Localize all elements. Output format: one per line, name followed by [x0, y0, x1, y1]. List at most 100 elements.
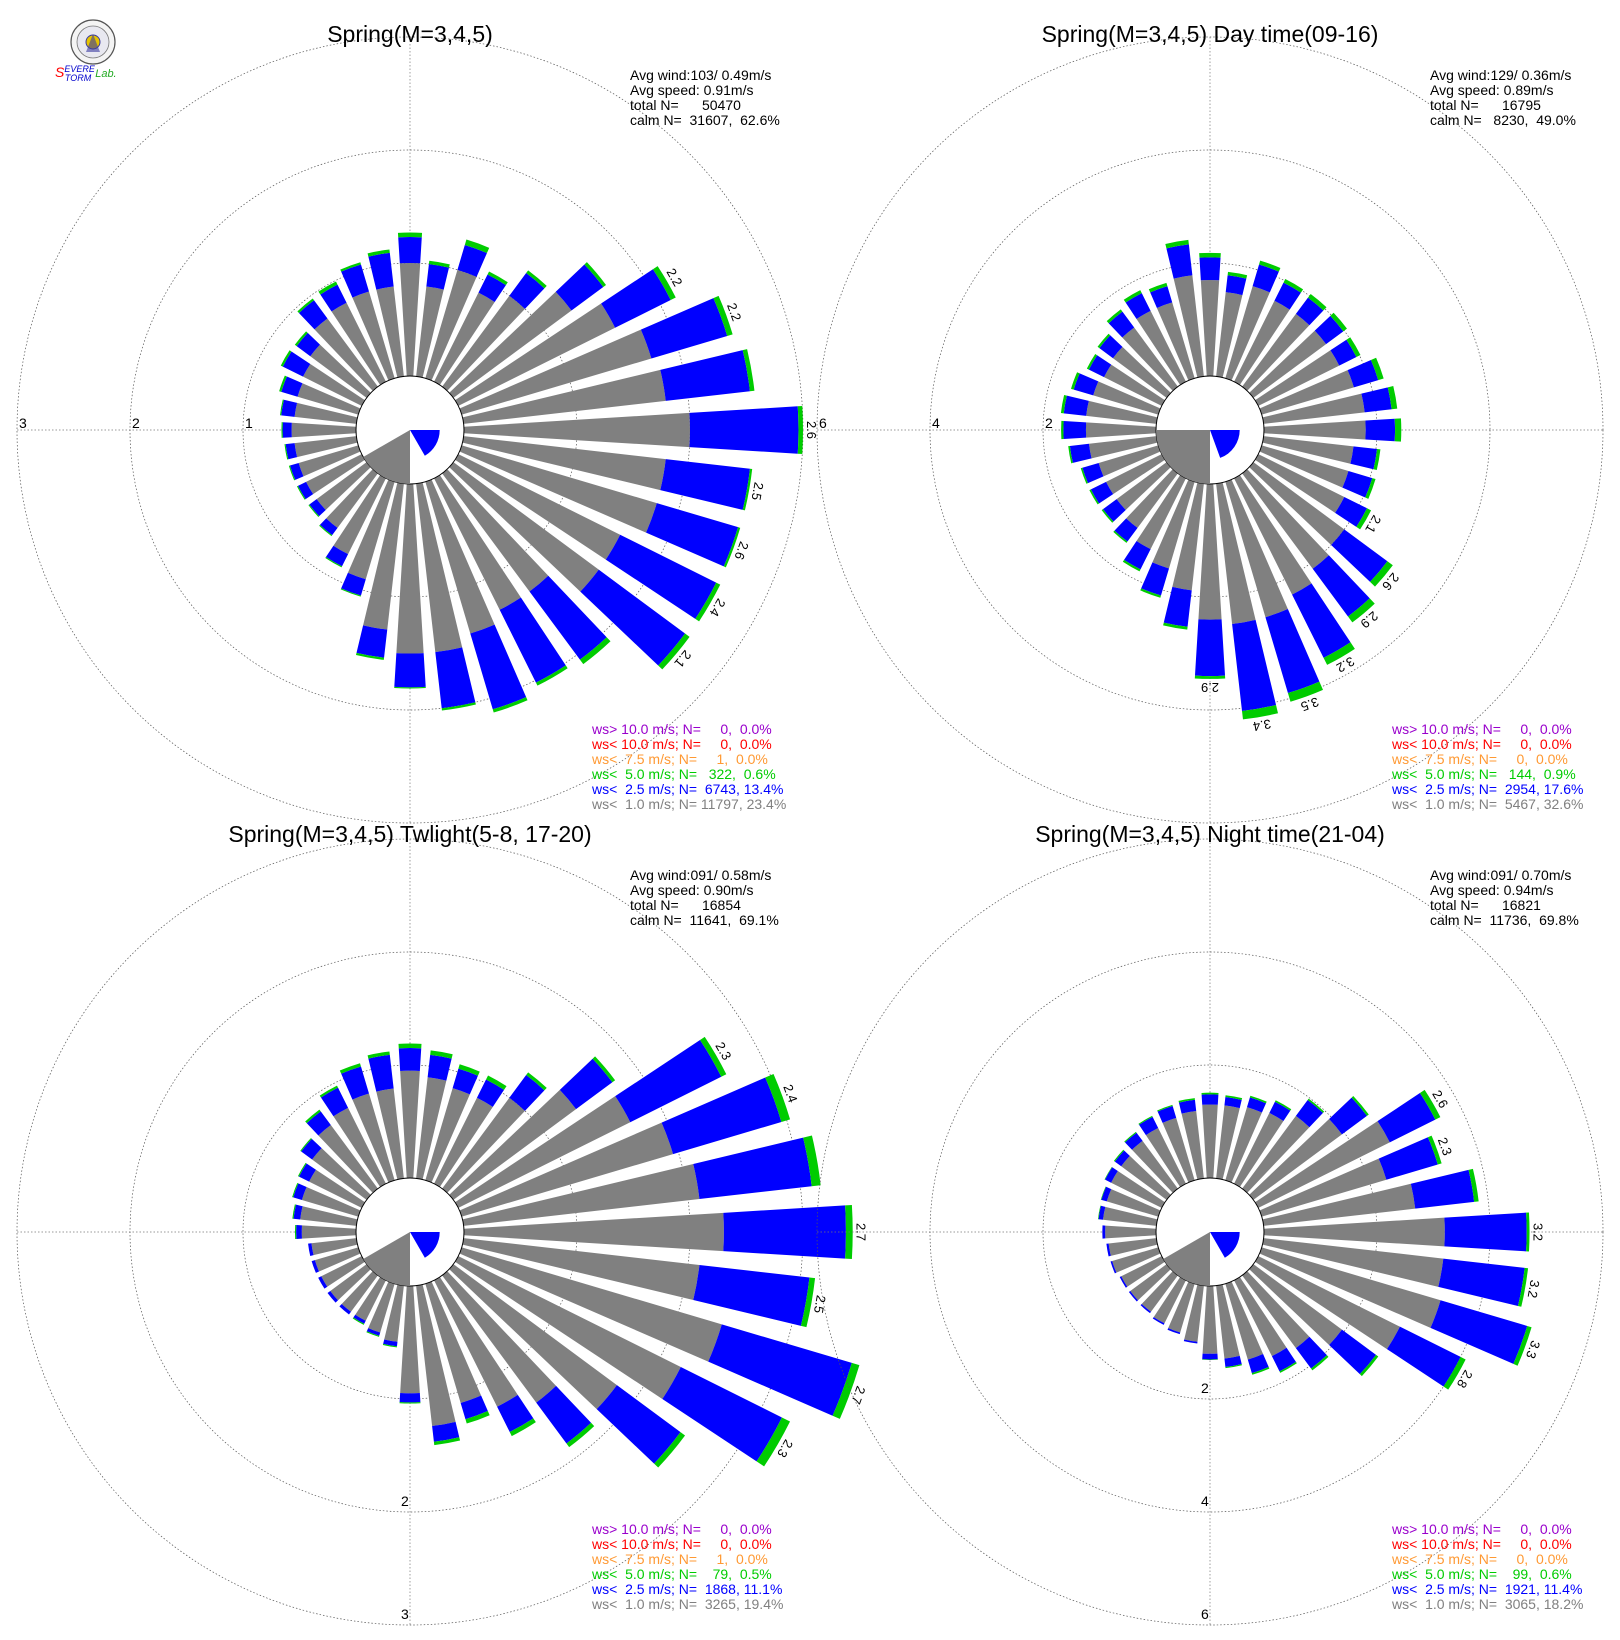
range-ring-label: 2	[132, 415, 140, 431]
stat-line: Avg speed: 0.90m/s	[630, 882, 753, 898]
bar-segment-lt2_5	[293, 1204, 303, 1220]
bar-segment-lt1	[434, 1097, 493, 1187]
bar-segment-lt2_5	[1295, 1336, 1327, 1369]
bar-segment-lt2_5	[1098, 1205, 1106, 1220]
bar-segment-lt5	[1060, 394, 1067, 414]
bar-segment-lt1	[1130, 1264, 1171, 1301]
bar-segment-lt2_5	[708, 1324, 852, 1416]
bar-segment-lt5	[1307, 1098, 1325, 1113]
range-ring-label: 4	[1201, 1493, 1209, 1509]
bar-segment-lt5	[382, 1343, 397, 1348]
bar-segment-lt5	[288, 465, 296, 481]
bar-segment-lt1	[310, 344, 371, 398]
bar-segment-lt5	[352, 1317, 365, 1325]
bar-segment-lt1	[442, 295, 525, 391]
legend-entry: ws< 7.5 m/s; N= 1, 0.0%	[591, 1551, 768, 1567]
bar-segment-lt2_5	[1152, 1317, 1165, 1325]
stat-line: Avg speed: 0.91m/s	[630, 82, 753, 98]
bar-segment-lt5	[1086, 354, 1098, 370]
bar-segment-lt2_5	[298, 1163, 316, 1182]
bar-segment-lt1	[1263, 1217, 1445, 1247]
bar-segment-lt1	[1131, 1140, 1178, 1193]
bar-segment-lt5	[1113, 530, 1128, 543]
bar-segment-lt2_5	[1157, 1106, 1177, 1123]
bar-segment-lt1	[1098, 445, 1161, 477]
bar-segment-lt2_5	[499, 597, 566, 683]
range-ring-label: 1	[245, 415, 253, 431]
bar-segment-lt1	[400, 1070, 420, 1179]
legend-entry: ws< 7.5 m/s; N= 0, 0.0%	[1391, 751, 1568, 767]
bar-segment-lt5	[297, 1162, 307, 1177]
bar-segment-lt2_5	[426, 264, 449, 290]
bar-segment-lt2_5	[1377, 1093, 1436, 1143]
bar-segment-lt1	[1263, 420, 1366, 440]
bar-segment-lt1	[1181, 1110, 1204, 1180]
bar-segment-lt2_5	[341, 264, 369, 298]
bar-segment-lt5	[1199, 252, 1221, 258]
bar-segment-lt2_5	[398, 1048, 422, 1071]
bar-segment-lt1	[416, 1284, 456, 1426]
bar-segment-lt5	[1202, 1359, 1218, 1361]
bar-segment-lt2_5	[1119, 1276, 1128, 1288]
bar-segment-lt1	[1153, 1277, 1186, 1324]
legend-entry: ws> 10.0 m/s; N= 0, 0.0%	[591, 1521, 772, 1537]
bar-segment-lt2_5	[399, 1393, 421, 1403]
bar-segment-lt2_5	[640, 298, 728, 359]
bar-segment-lt2_5	[1108, 311, 1135, 338]
bar-segment-lt1	[1116, 462, 1171, 510]
bar-segment-lt5	[1323, 642, 1355, 665]
bar-segment-lt2_5	[308, 1243, 314, 1256]
bar-segment-lt1	[1249, 1264, 1342, 1346]
bar-segment-lt2_5	[1114, 518, 1138, 542]
bar-segment-lt1	[298, 445, 361, 477]
bar-segment-lt2_5	[457, 244, 487, 277]
bar-segment-lt1	[462, 1238, 700, 1301]
stat-line: total N= 16854	[630, 897, 741, 913]
bar-segment-lt1	[463, 1212, 724, 1252]
bar-segment-lt1	[1112, 346, 1171, 398]
lab-logo: SEVERE TORM Lab.	[55, 19, 117, 83]
bar-segment-lt2_5	[1329, 1097, 1367, 1135]
bar-segment-lt1	[303, 364, 365, 406]
bar-segment-lt2_5	[1247, 1097, 1267, 1113]
bar-segment-lt1	[321, 1256, 365, 1287]
bar-segment-lt2_5	[1347, 360, 1379, 388]
bar-segment-lt2_5	[1312, 555, 1370, 617]
bar-segment-lt2_5	[1166, 244, 1193, 279]
bar-segment-lt5	[300, 1138, 312, 1152]
bar-segment-lt5	[366, 1331, 380, 1337]
bar-segment-lt1	[316, 462, 371, 510]
bar-segment-lt2_5	[1274, 282, 1301, 310]
bar-segment-lt2_5	[341, 1066, 369, 1100]
bar-segment-lt2_5	[368, 1054, 394, 1092]
bar-segment-lt1	[462, 369, 666, 424]
bar-segment-lt2_5	[1199, 257, 1221, 281]
bar-segment-lt2_5	[1271, 1347, 1296, 1372]
bar-segment-lt1	[376, 1088, 404, 1180]
bar-segment-lt5	[430, 1050, 453, 1059]
bar-segment-lt1	[1259, 1158, 1387, 1217]
bar-segment-lt5	[1365, 478, 1376, 499]
bar-segment-lt2_5	[432, 1421, 460, 1442]
bar-segment-lt5	[487, 271, 508, 286]
bar-segment-lt5	[1279, 1361, 1297, 1373]
legend-entry: ws> 10.0 m/s; N= 0, 0.0%	[1391, 1521, 1572, 1537]
bar-segment-lt5	[1251, 1367, 1270, 1375]
bar-segment-lt1	[1262, 1183, 1416, 1226]
avg-wedge-blue	[1210, 1232, 1240, 1258]
bar-segment-lt1	[333, 475, 386, 555]
windrose-panel-daytime: 2462.12.62.93.23.53.42.9Spring(M=3,4,5) …	[816, 21, 1604, 824]
legend-entry: ws< 1.0 m/s; N= 3065, 18.2%	[1391, 1596, 1583, 1612]
bar-segment-lt1	[1172, 482, 1204, 591]
stat-line: Avg wind:103/ 0.49m/s	[630, 67, 771, 83]
bar-segment-lt2_5	[435, 647, 476, 709]
bar-segment-lt5	[394, 686, 426, 689]
legend-entry: ws> 10.0 m/s; N= 0, 0.0%	[1391, 721, 1572, 737]
bar-segment-lt2_5	[1103, 499, 1126, 522]
legend-entry: ws< 10.0 m/s; N= 0, 0.0%	[1391, 736, 1572, 752]
bar-segment-lt5	[526, 1072, 547, 1091]
bar-segment-lt2_5	[1350, 446, 1378, 470]
bar-segment-lt5	[281, 422, 283, 438]
